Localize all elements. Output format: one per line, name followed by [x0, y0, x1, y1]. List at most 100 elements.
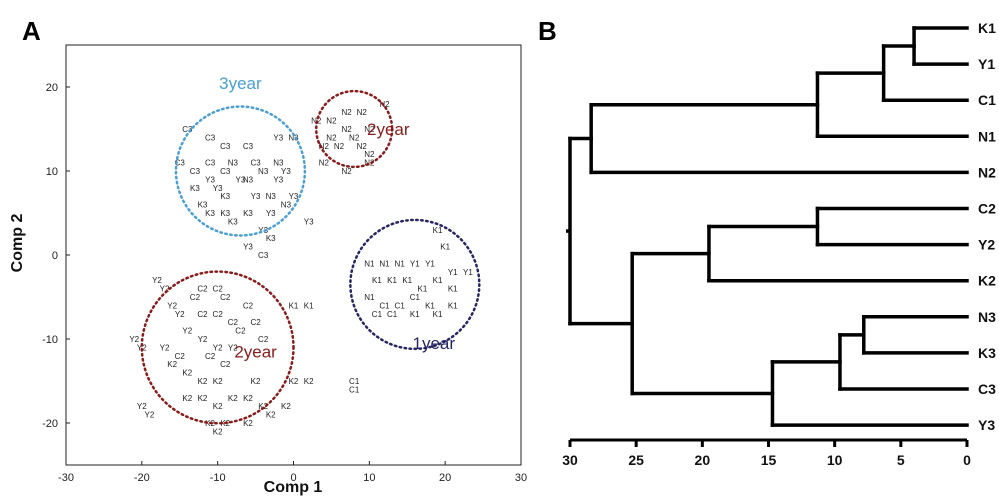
scatter-point: Y2 — [152, 276, 162, 285]
scatter-point: K1 — [289, 301, 299, 310]
scatter-point: C2 — [250, 318, 261, 327]
scatter-point: N2 — [334, 142, 345, 151]
scatter-point: K1 — [433, 226, 443, 235]
leaf-label: Y1 — [978, 56, 995, 72]
scatter-point: C3 — [205, 159, 216, 168]
cluster-label: 1year — [413, 334, 456, 353]
scatter-point: Y2 — [198, 335, 208, 344]
scatter-point: K2 — [243, 394, 253, 403]
dendrogram: K1 Y1 C1 N1 N2 C2 Y2 K2 N3 K3 C3 Y3 30 25 20 15 10 5 0 — [562, 20, 996, 468]
scatter-point: K2 — [281, 402, 291, 411]
dendro-tick-label: 30 — [562, 452, 578, 468]
cluster-label: 2year — [234, 343, 277, 362]
scatter-point: Y3 — [251, 192, 261, 201]
x-tick-label: 10 — [363, 472, 375, 484]
scatter-point: K3 — [205, 209, 215, 218]
scatter-point: Y3 — [236, 175, 246, 184]
scatter-point: C1 — [349, 385, 360, 394]
scatter-point: N2 — [326, 133, 337, 142]
scatter-point: Y1 — [448, 268, 458, 277]
scatter-point: K1 — [433, 276, 443, 285]
scatter-point: K2 — [266, 411, 276, 420]
scatter-point: N3 — [266, 192, 277, 201]
scatter-point: K1 — [410, 310, 420, 319]
scatter-point: Y2 — [167, 301, 177, 310]
scatter-point: K2 — [304, 377, 314, 386]
scatter-point: Y3 — [273, 175, 283, 184]
y-tick-label: -20 — [42, 418, 58, 430]
cluster-circle — [349, 218, 481, 351]
scatter-point: K2 — [289, 377, 299, 386]
scatter-point: K3 — [198, 201, 208, 210]
plot-frame — [65, 44, 522, 466]
y-tick-label: -10 — [42, 334, 58, 346]
scatter-point: Y3 — [205, 175, 215, 184]
dendro-axis: 30 25 20 15 10 5 0 — [562, 438, 971, 468]
scatter-point: N2 — [357, 142, 368, 151]
scatter-point: C3 — [205, 133, 216, 142]
leaf-label: K1 — [978, 20, 996, 36]
scatter-point: N2 — [341, 125, 352, 134]
scatter-point: N1 — [379, 259, 390, 268]
scatter-point: C2 — [175, 352, 186, 361]
leaf-label: Y2 — [978, 237, 995, 253]
scatter-point: K3 — [220, 192, 230, 201]
scatter-point: Y2 — [137, 402, 147, 411]
scatter-point: Y3 — [289, 192, 299, 201]
cluster-label: 2year — [367, 120, 410, 139]
cluster-label: 3year — [219, 74, 262, 93]
scatter-point: N2 — [364, 150, 375, 159]
scatter-point: N3 — [243, 175, 254, 184]
scatter-point: N2 — [379, 100, 390, 109]
scatter-point: C1 — [387, 310, 398, 319]
scatter-point: K2 — [198, 394, 208, 403]
scatter-point: Y2 — [160, 343, 170, 352]
scatter-point: K1 — [440, 243, 450, 252]
scatter-point: K2 — [213, 377, 223, 386]
dendro-tick-label: 25 — [628, 452, 644, 468]
scatter-point: K2 — [251, 377, 261, 386]
x-tick-label: 20 — [439, 472, 451, 484]
dendro-leaves: K1 Y1 C1 N1 N2 C2 Y2 K2 N3 K3 C3 Y3 — [978, 20, 996, 433]
scatter-point: C2 — [258, 335, 269, 344]
scatter-point: C2 — [197, 285, 208, 294]
scatter-point: C2 — [197, 310, 208, 319]
scatter-point: Y2 — [182, 327, 192, 336]
scatter-point: C3 — [250, 159, 261, 168]
scatter-point: Y2 — [129, 335, 139, 344]
scatter-point: Y3 — [281, 167, 291, 176]
scatter-point: Y3 — [273, 133, 283, 142]
x-tick-label: -20 — [134, 472, 150, 484]
scatter-circles: 3year 2year 2year 1year — [140, 74, 481, 425]
scatter-point: C3 — [243, 142, 254, 151]
scatter-point: K3 — [243, 209, 253, 218]
scatter-point: K3 — [266, 234, 276, 243]
x-tick-label: -10 — [210, 472, 226, 484]
scatter-point: C1 — [379, 301, 390, 310]
scatter-point: N3 — [228, 159, 239, 168]
scatter-point: Y1 — [463, 268, 473, 277]
scatter-point: N2 — [349, 133, 360, 142]
scatter-point: Y2 — [175, 310, 185, 319]
scatter-point: K2 — [213, 402, 223, 411]
scatter-point: K1 — [402, 276, 412, 285]
scatter-point: Y3 — [213, 184, 223, 193]
scatter-point: N2 — [341, 167, 352, 176]
cluster-circle — [315, 89, 394, 169]
scatter-point: N2 — [357, 108, 368, 117]
scatter-point: K1 — [304, 301, 314, 310]
scatter-point: K1 — [448, 285, 458, 294]
scatter-point: Y3 — [266, 209, 276, 218]
scatter-point: K1 — [387, 276, 397, 285]
scatter-point: K2 — [182, 369, 192, 378]
scatter-point: C3 — [190, 167, 201, 176]
scatter-point: K2 — [228, 394, 238, 403]
leaf-label: C3 — [978, 381, 996, 397]
scatter-point: C2 — [228, 318, 239, 327]
leaf-label: N2 — [978, 164, 996, 180]
scatter-point: Y2 — [228, 343, 238, 352]
scatter-point: Y1 — [410, 259, 420, 268]
scatter-point: N2 — [364, 159, 375, 168]
x-axis-title: Comp 1 — [264, 479, 323, 496]
